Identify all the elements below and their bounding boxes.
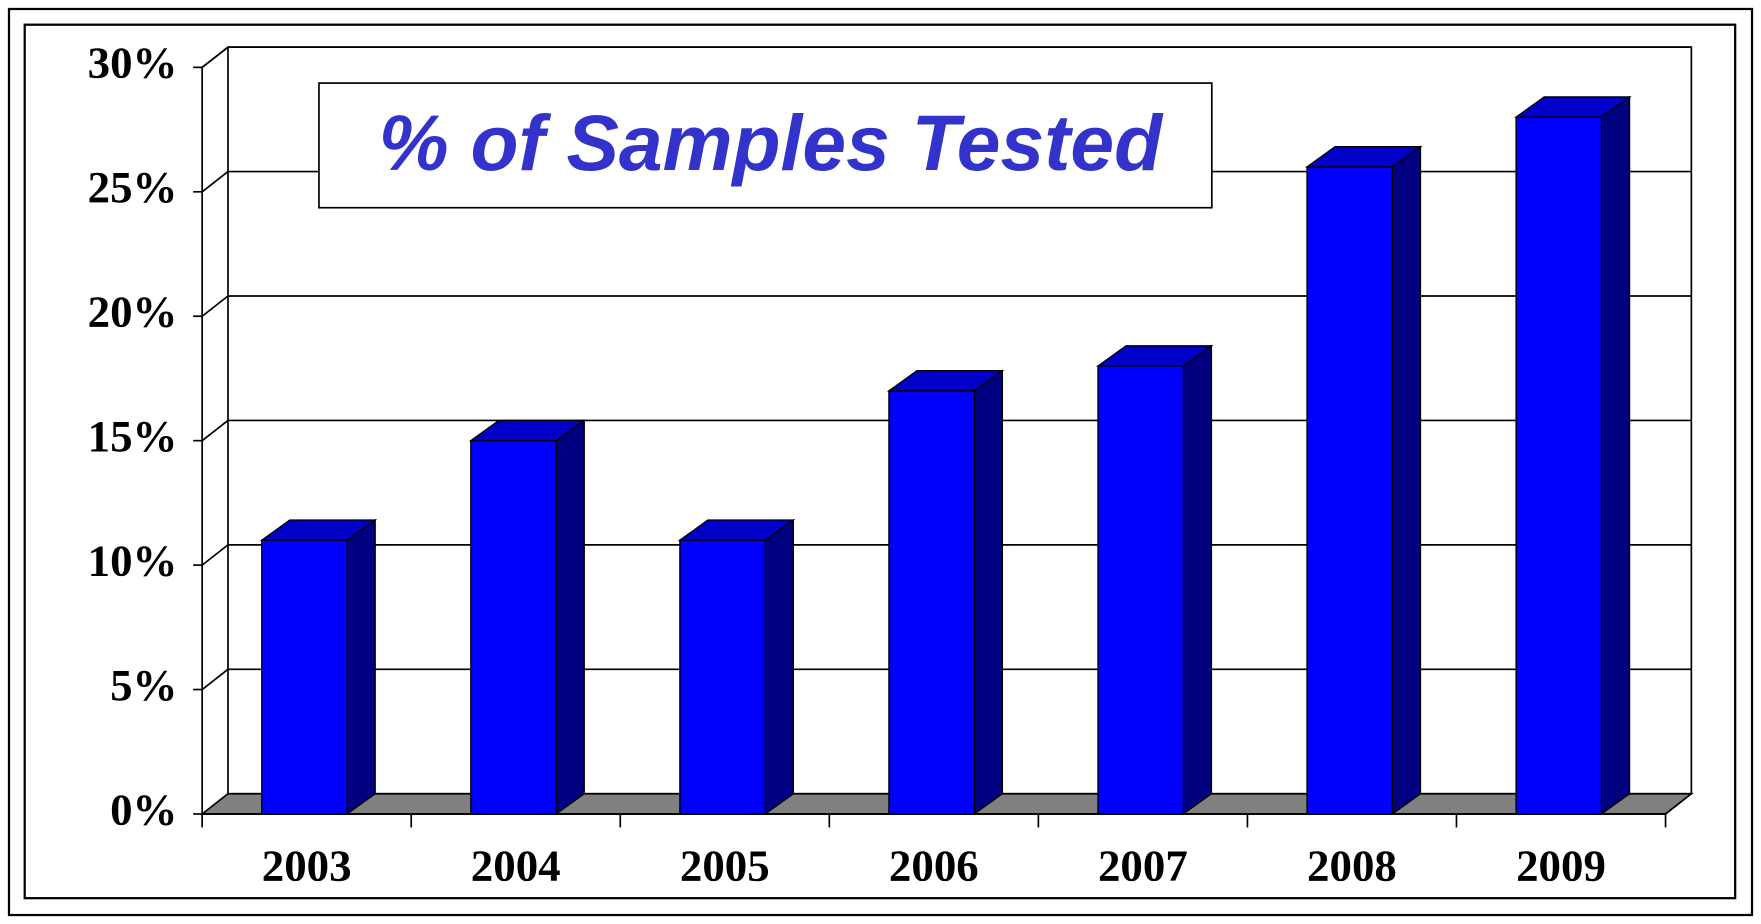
bar [1306,166,1394,815]
y-tick-label: 10% [88,535,178,585]
grid-line-depth [201,46,229,69]
grid-line-depth [201,668,229,691]
bar-side [346,518,376,816]
y-tick-label: 30% [88,38,178,88]
x-tick-label: 2009 [1516,840,1606,890]
bar [470,439,557,815]
x-tick-label: 2006 [889,840,979,890]
grid-line-depth [201,170,229,193]
chart-title: % of Samples Tested [379,99,1164,187]
bar [679,539,766,815]
y-tick-label: 15% [88,411,178,461]
grid-line-depth [201,419,229,442]
bar-side [1391,145,1422,816]
plot: 0% 5% 10% 15% 20% 25% 30% 2003 2004 2005 2006 2007 2… [88,38,1694,890]
bar-side [1182,344,1213,816]
title-box [318,82,1213,209]
y-tick-label: 5% [110,660,177,710]
x-tick-label: 2003 [262,840,352,890]
grid-line-depth [201,295,229,317]
bar-side [1600,95,1631,816]
x-tick-label: 2004 [471,840,561,890]
bar [261,539,348,815]
x-tick-label: 2005 [680,840,770,890]
bar-side [555,419,585,816]
grid-line-depth [201,544,229,566]
x-tick-label: 2008 [1307,840,1397,890]
y-tick-label: 25% [88,162,178,212]
y-tick-label: 0% [110,784,177,834]
bar [1515,116,1603,815]
bar [888,390,975,815]
y-tick-label: 20% [88,287,178,337]
x-tick-label: 2007 [1098,840,1188,890]
bar-side [764,518,794,816]
bar-side [973,369,1004,816]
bar [1097,365,1185,815]
